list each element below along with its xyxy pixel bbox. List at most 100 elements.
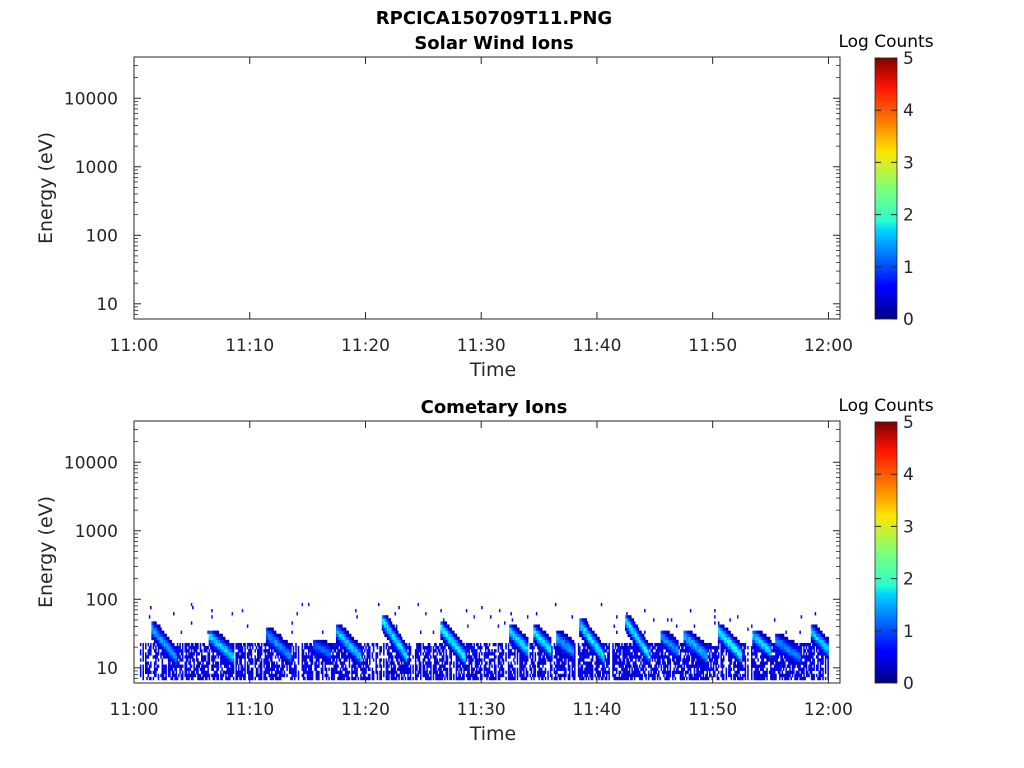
heatmap-cell	[166, 646, 169, 650]
heatmap-cell	[426, 646, 428, 650]
heatmap-cell	[369, 652, 371, 656]
heatmap-cell	[166, 639, 169, 644]
heatmap-cell	[232, 652, 235, 656]
heatmap-cell	[598, 642, 600, 647]
heatmap-cell	[509, 633, 511, 638]
heatmap-cell	[444, 630, 446, 634]
heatmap-cell	[211, 667, 213, 671]
heatmap-cell	[142, 642, 144, 647]
heatmap-cell	[329, 655, 332, 659]
heatmap-cell	[211, 646, 213, 650]
heatmap-cell	[175, 676, 178, 681]
heatmap-cell	[628, 667, 631, 671]
heatmap-cell	[405, 642, 408, 647]
heatmap-cell	[184, 661, 186, 665]
heatmap-cell	[563, 633, 566, 638]
heatmap-cell	[642, 633, 645, 638]
heatmap-cell	[181, 673, 184, 678]
heatmap-cell	[375, 655, 377, 659]
heatmap-cell	[309, 658, 311, 662]
heatmap-cell	[251, 667, 254, 671]
heatmap-cell	[621, 667, 623, 671]
heatmap-cell	[435, 658, 437, 662]
heatmap-cell	[579, 618, 581, 622]
heatmap-cell	[714, 658, 716, 662]
heatmap-cell	[170, 667, 172, 671]
heatmap-cell	[282, 661, 285, 665]
heatmap-cell	[631, 621, 633, 625]
heatmap-cell	[524, 658, 526, 662]
heatmap-cell	[164, 633, 166, 638]
heatmap-cell	[248, 649, 250, 653]
heatmap-cell	[572, 642, 575, 647]
heatmap-cell	[458, 652, 460, 656]
heatmap-cell	[537, 627, 539, 631]
heatmap-cell	[185, 649, 188, 653]
heatmap-cell	[332, 667, 334, 671]
heatmap-cell	[581, 664, 584, 668]
heatmap-cell	[418, 664, 421, 668]
heatmap-cell	[682, 673, 684, 678]
heatmap-cell	[195, 649, 198, 653]
heatmap-cell	[674, 652, 677, 656]
heatmap-cell	[342, 673, 344, 678]
heatmap-cell	[705, 652, 707, 656]
heatmap-cell	[586, 655, 589, 659]
heatmap-cell	[454, 639, 456, 644]
heatmap-cell	[428, 642, 431, 647]
heatmap-cell	[404, 649, 407, 653]
heatmap-cell	[632, 624, 635, 628]
heatmap-cell	[636, 649, 638, 653]
heatmap-cell	[540, 639, 543, 644]
heatmap-cell	[150, 676, 152, 681]
heatmap-cell	[505, 646, 507, 650]
heatmap-cell	[493, 670, 496, 675]
heatmap-cell	[598, 676, 600, 681]
heatmap-cell	[549, 661, 552, 665]
heatmap-cell	[305, 655, 307, 659]
heatmap-cell	[661, 655, 664, 659]
heatmap-cell	[449, 633, 451, 638]
heatmap-cell	[358, 646, 361, 650]
heatmap-cell	[688, 630, 691, 634]
heatmap-cell	[670, 652, 673, 656]
heatmap-cell	[521, 676, 524, 681]
heatmap-cell	[687, 630, 689, 634]
heatmap-cell	[215, 673, 217, 678]
heatmap-cell	[265, 658, 268, 662]
heatmap-cell	[220, 670, 222, 675]
heatmap-cell	[687, 642, 689, 647]
heatmap-cell	[193, 667, 195, 671]
heatmap-cell	[320, 646, 323, 650]
heatmap-cell	[444, 664, 446, 668]
heatmap-cell	[674, 639, 677, 644]
heatmap-cell	[463, 642, 465, 647]
heatmap-cell	[327, 646, 329, 650]
heatmap-cell	[724, 642, 726, 647]
heatmap-cell	[379, 649, 381, 653]
heatmap-cell	[265, 633, 268, 638]
heatmap-cell	[441, 649, 444, 653]
heatmap-cell	[666, 636, 669, 641]
heatmap-cell	[464, 646, 467, 650]
heatmap-cell	[192, 605, 194, 610]
heatmap-cell	[338, 673, 341, 678]
heatmap-cell	[173, 661, 175, 665]
heatmap-cell	[514, 646, 516, 650]
heatmap-cell	[698, 649, 701, 653]
heatmap-cell	[689, 642, 692, 647]
heatmap-cell	[660, 636, 663, 641]
heatmap-cell	[703, 649, 706, 653]
heatmap-cell	[207, 655, 209, 659]
heatmap-cell	[725, 627, 728, 631]
heatmap-cell	[176, 652, 179, 656]
heatmap-cell	[356, 642, 358, 647]
heatmap-cell	[207, 652, 209, 656]
heatmap-cell	[192, 676, 194, 681]
heatmap-cell	[642, 652, 645, 656]
heatmap-cell	[547, 652, 549, 656]
heatmap-cell	[622, 664, 624, 668]
heatmap-cell	[537, 633, 539, 638]
heatmap-cell	[672, 673, 674, 678]
heatmap-cell	[418, 658, 421, 662]
